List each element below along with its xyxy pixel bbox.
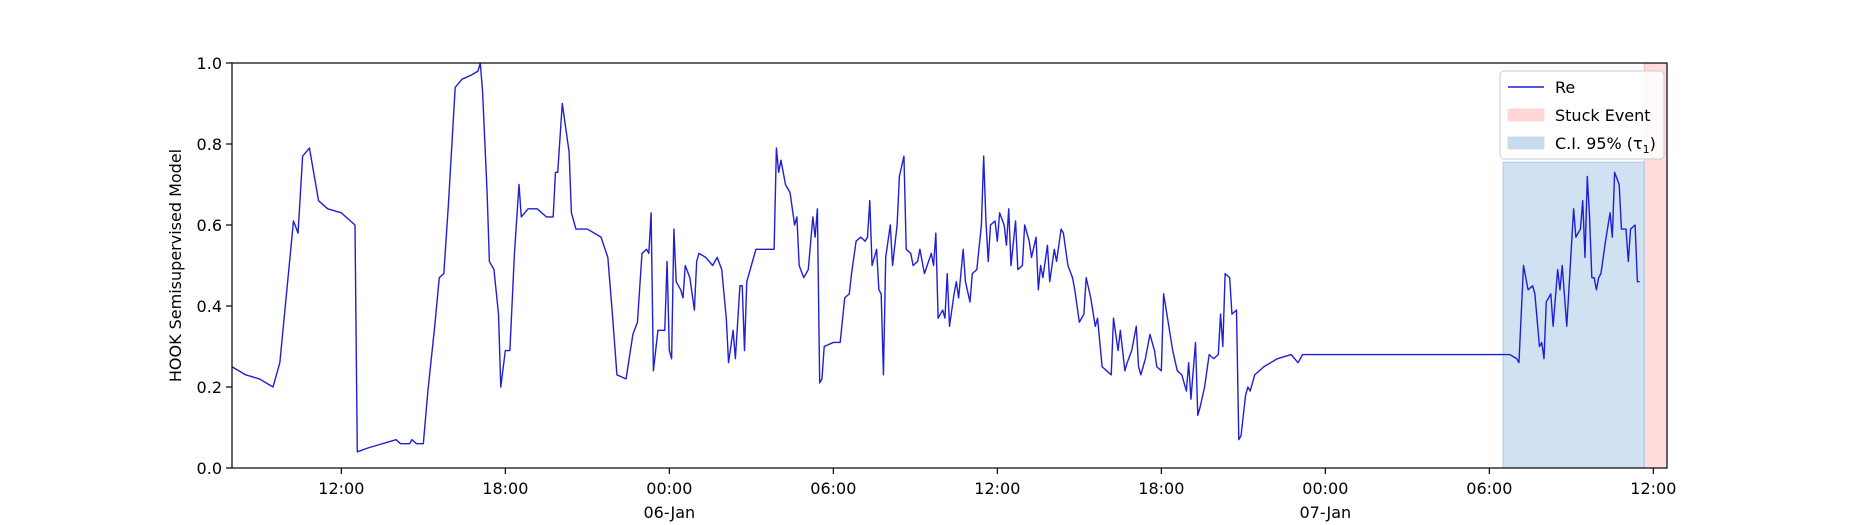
plot-frame [231, 62, 1668, 469]
legend-label-subscript: 1 [1643, 143, 1650, 156]
x-tick-label: 12:00 [318, 479, 364, 498]
x-tick-label: 00:00 [1302, 479, 1348, 498]
y-axis-label: HOOK Semisupervised Model [166, 149, 185, 382]
legend-swatch-patch [1507, 136, 1545, 150]
legend-label: Re [1555, 78, 1575, 97]
legend-label: Stuck Event [1555, 106, 1651, 125]
x-tick-label: 06:00 [1466, 479, 1512, 498]
legend: Re Stuck Event C.I. 95% (τ1) [1499, 70, 1665, 160]
axis-ticks: 0.0 0.2 0.4 0.6 0.8 1.0 12:00 18:00 00:00 06-Jan 1… [197, 54, 1677, 522]
legend-swatch-patch [1507, 108, 1545, 122]
y-tick-label: 0.0 [197, 459, 222, 478]
confidence-interval-band [1502, 161, 1645, 469]
y-tick-label: 0.2 [197, 378, 222, 397]
x-tick-label: 07-Jan [1299, 503, 1351, 522]
y-tick-label: 0.4 [197, 297, 222, 316]
x-tick-label: 18:00 [482, 479, 528, 498]
x-tick-label: 06:00 [810, 479, 856, 498]
x-tick-label: 18:00 [1138, 479, 1184, 498]
x-tick-label: 12:00 [1630, 479, 1676, 498]
legend-label: C.I. 95% (τ1) [1555, 134, 1656, 156]
x-tick-label: 00:00 [646, 479, 692, 498]
plot-area [231, 62, 1668, 469]
y-tick-label: 0.6 [197, 216, 222, 235]
series-line-re [231, 62, 1640, 453]
y-tick-label: 0.8 [197, 135, 222, 154]
y-tick-label: 1.0 [197, 54, 222, 73]
x-tick-label: 12:00 [974, 479, 1020, 498]
x-tick-label: 06-Jan [643, 503, 695, 522]
legend-label-suffix: ) [1650, 134, 1656, 153]
